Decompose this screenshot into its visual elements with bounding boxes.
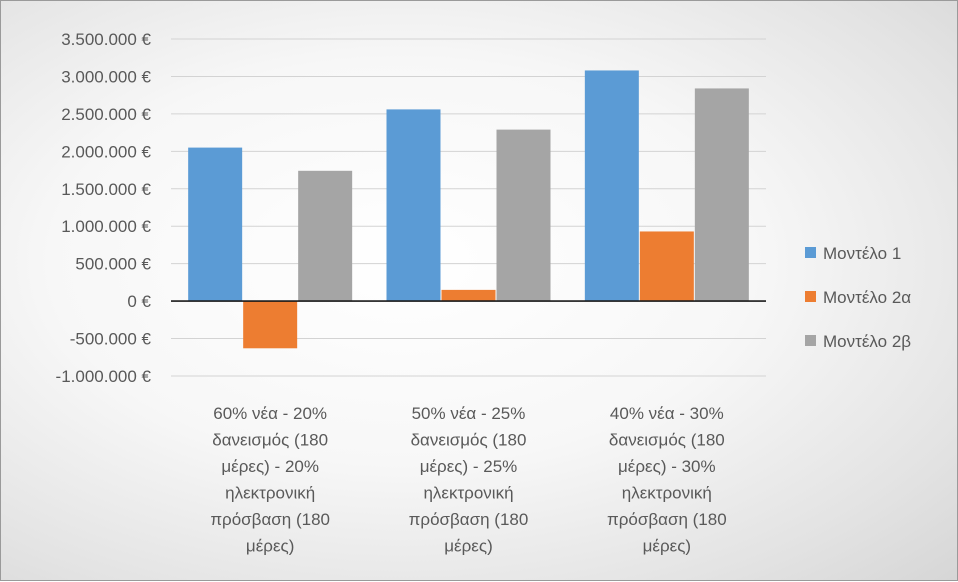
bar xyxy=(243,301,298,349)
category-label: 50% νέα - 25% δανεισμός (180 μέρες) - 25% η… xyxy=(409,404,529,556)
bar xyxy=(584,70,639,302)
legend-swatch xyxy=(805,335,816,346)
category-label-line: μέρες) - 20% xyxy=(221,457,319,476)
category-label: 60% νέα - 20% δανεισμός (180 μέρες) - 20% η… xyxy=(210,404,330,556)
bar xyxy=(188,147,243,302)
category-label-line: πρόσβαση (180 xyxy=(409,510,529,529)
category-label-line: δανεισμός (180 xyxy=(411,431,527,450)
y-tick-label: 3.000.000 € xyxy=(61,67,151,86)
legend: Μοντέλο 1 Μοντέλο 2α Μοντέλο 2β xyxy=(805,244,911,351)
category-label-line: ηλεκτρονική xyxy=(423,484,513,503)
bar xyxy=(298,170,353,302)
category-label-line: 40% νέα - 30% xyxy=(610,404,724,423)
y-axis-ticks: 3.500.000 € 3.000.000 € 2.500.000 € 2.000.0… xyxy=(56,30,152,386)
y-tick-label: -1.000.000 € xyxy=(56,367,152,386)
gridlines xyxy=(171,38,766,377)
y-tick-label: 500.000 € xyxy=(75,255,151,274)
category-label-line: 60% νέα - 20% xyxy=(213,404,327,423)
bar xyxy=(639,231,694,302)
category-label-line: μέρες) xyxy=(444,537,492,556)
y-tick-label: 2.000.000 € xyxy=(61,142,151,161)
category-label-line: ηλεκτρονική xyxy=(225,484,315,503)
legend-label: Μοντέλο 2α xyxy=(823,288,911,307)
category-label-line: μέρες) - 25% xyxy=(420,457,518,476)
y-tick-label: 0 € xyxy=(127,292,151,311)
legend-swatch xyxy=(805,291,816,302)
bar xyxy=(386,109,441,302)
category-label-line: δανεισμός (180 xyxy=(609,431,725,450)
legend-label: Μοντέλο 2β xyxy=(823,332,911,351)
category-label-line: μέρες) xyxy=(643,537,691,556)
legend-label: Μοντέλο 1 xyxy=(823,244,901,263)
y-tick-label: 3.500.000 € xyxy=(61,30,151,49)
bar xyxy=(496,129,551,302)
category-label-line: μέρες) xyxy=(246,537,294,556)
bars xyxy=(188,70,749,349)
category-label-line: πρόσβαση (180 xyxy=(607,510,727,529)
x-axis-categories: 60% νέα - 20% δανεισμός (180 μέρες) - 20% η… xyxy=(210,404,726,556)
category-label-line: ηλεκτρονική xyxy=(622,484,712,503)
category-label-line: πρόσβαση (180 xyxy=(210,510,330,529)
category-label-line: 50% νέα - 25% xyxy=(412,404,526,423)
bar xyxy=(694,88,749,302)
y-tick-label: -500.000 € xyxy=(70,330,152,349)
bar xyxy=(441,289,496,302)
category-label: 40% νέα - 30% δανεισμός (180 μέρες) - 30% η… xyxy=(607,404,727,556)
category-label-line: δανεισμός (180 xyxy=(212,431,328,450)
y-tick-label: 2.500.000 € xyxy=(61,105,151,124)
y-tick-label: 1.000.000 € xyxy=(61,217,151,236)
category-label-line: μέρες) - 30% xyxy=(618,457,716,476)
legend-swatch xyxy=(805,247,816,258)
y-tick-label: 1.500.000 € xyxy=(61,180,151,199)
